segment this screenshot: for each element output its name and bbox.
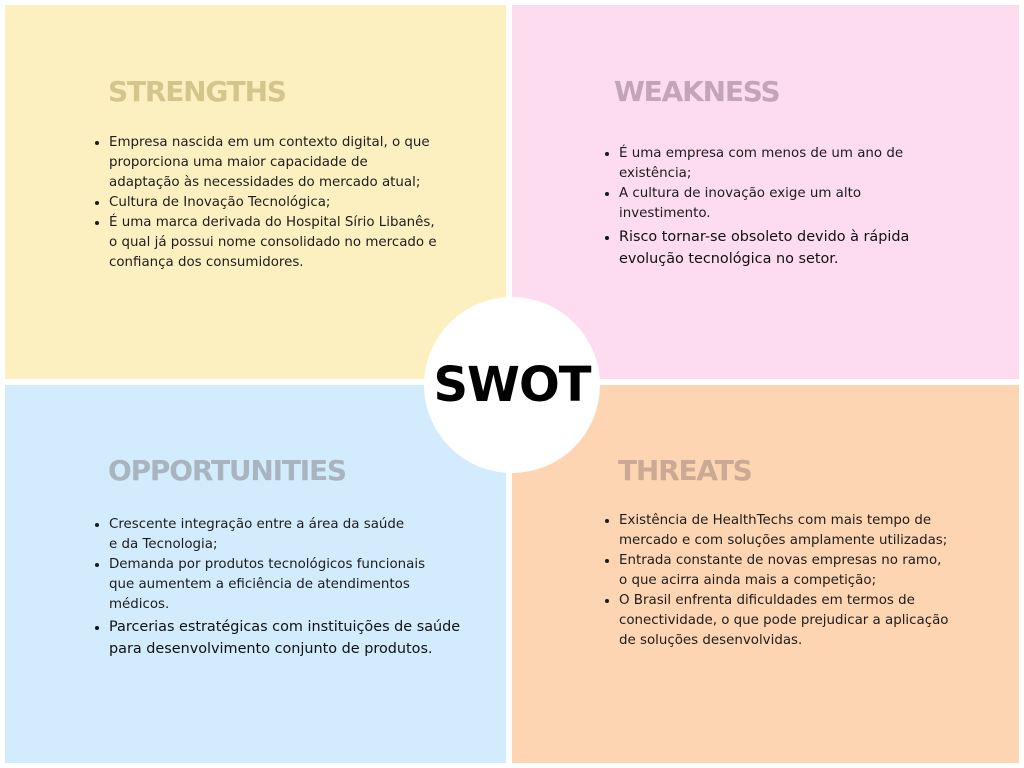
threats-quadrant: THREATS Existência de HealthTechs com ma… [512, 385, 1019, 763]
weakness-quadrant: WEAKNESS É uma empresa com menos de um a… [512, 5, 1019, 379]
opportunities-item: Crescente integração entre a área da saú… [109, 515, 491, 555]
strengths-item: Cultura de Inovação Tecnológica; [109, 193, 441, 213]
opportunities-list: Crescente integração entre a área da saú… [89, 515, 491, 660]
opportunities-title: OPPORTUNITIES [108, 454, 347, 487]
strengths-list: Empresa nascida em um contexto digital, … [89, 133, 441, 273]
threats-item: Existência de HealthTechs com mais tempo… [619, 511, 953, 551]
strengths-title: STRENGTHS [108, 75, 287, 108]
weakness-item: É uma empresa com menos de um ano de exi… [619, 144, 937, 184]
opportunities-quadrant: OPPORTUNITIES Crescente integração entre… [5, 385, 506, 763]
threats-item: O Brasil enfrenta dificuldades em termos… [619, 591, 953, 651]
weakness-item: A cultura de inovação exige um alto inve… [619, 184, 937, 224]
strengths-item: Empresa nascida em um contexto digital, … [109, 133, 441, 193]
threats-list: Existência de HealthTechs com mais tempo… [599, 511, 953, 651]
weakness-title: WEAKNESS [614, 75, 781, 108]
weakness-item: Risco tornar-se obsoleto devido à rápida… [619, 226, 937, 270]
threats-title: THREATS [618, 454, 753, 487]
swot-center-label: SWOT [433, 357, 591, 413]
swot-center-circle: SWOT [424, 297, 600, 473]
strengths-item: É uma marca derivada do Hospital Sírio L… [109, 213, 441, 273]
weakness-list: É uma empresa com menos de um ano de exi… [599, 144, 937, 270]
threats-item: Entrada constante de novas empresas no r… [619, 551, 953, 591]
strengths-quadrant: STRENGTHS Empresa nascida em um contexto… [5, 5, 506, 379]
opportunities-item: Parcerias estratégicas com instituições … [109, 616, 491, 660]
opportunities-item: Demanda por produtos tecnológicos funcio… [109, 555, 491, 615]
